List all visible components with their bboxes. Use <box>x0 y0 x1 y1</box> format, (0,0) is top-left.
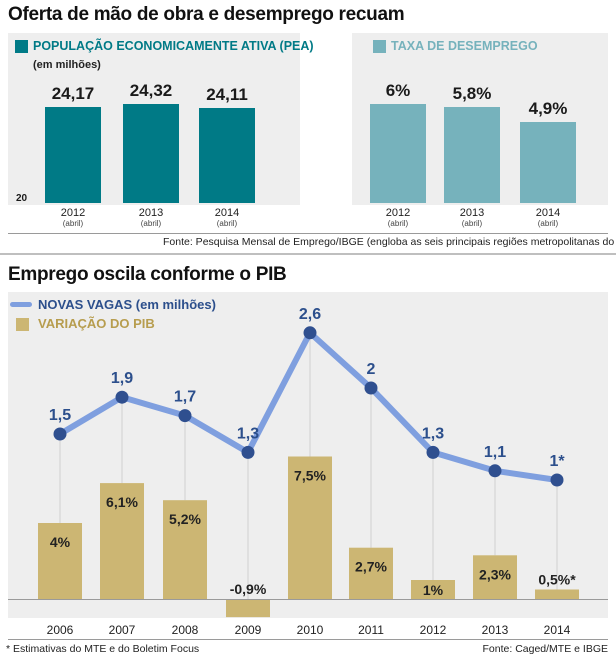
vagas-point <box>426 445 440 459</box>
taxa-bar <box>520 122 576 203</box>
vagas-point <box>488 464 502 478</box>
vagas-point <box>115 390 129 404</box>
pea-bar <box>199 108 255 203</box>
top-divider <box>8 233 608 234</box>
top-title: Oferta de mão de obra e desemprego recua… <box>8 4 405 25</box>
pib-bar <box>535 589 579 599</box>
x-axis-label: 2006 <box>47 623 74 637</box>
pea-x-label: 2012 (abril) <box>60 207 86 228</box>
taxa-legend-swatch <box>373 40 386 53</box>
vagas-value-label: 1,1 <box>484 444 506 461</box>
pib-value-label: 0,5%* <box>538 572 576 588</box>
pib-value-label: 2,7% <box>355 559 387 575</box>
pib-bar <box>100 483 144 599</box>
vagas-point <box>241 445 255 459</box>
pea-value-label: 24,17 <box>51 84 95 103</box>
pib-value-label: 7,5% <box>294 468 326 484</box>
vagas-value-label: 1,7 <box>174 389 196 406</box>
taxa-value-label: 5,8% <box>452 84 492 104</box>
top-source: Fonte: Pesquisa Mensal de Emprego/IBGE (… <box>163 236 616 248</box>
pea-bar <box>123 103 179 203</box>
vagas-legend-label: NOVAS VAGAS (em milhões) <box>38 297 216 312</box>
pea-legend-label: POPULAÇÃO ECONOMICAMENTE ATIVA (PEA) <box>33 39 314 53</box>
pib-bar <box>473 555 517 599</box>
x-axis-label: 2013 <box>482 623 509 637</box>
x-axis-label: 2012 <box>420 623 447 637</box>
vagas-legend-line <box>10 302 32 307</box>
vagas-value-label: 1,3 <box>237 425 259 442</box>
pea-value-label: 24,32 <box>129 80 173 100</box>
taxa-legend-label: TAXA DE DESEMPREGO <box>391 39 538 53</box>
pib-value-label: -0,9% <box>230 581 267 597</box>
bottom-title: Emprego oscila conforme o PIB <box>8 264 287 285</box>
pea-x-label: 2014 (abril) <box>214 207 240 228</box>
bottom-footnote: * Estimativas do MTE e do Boletim Focus <box>6 643 200 655</box>
vagas-point <box>178 409 192 423</box>
taxa-bar <box>370 104 426 203</box>
pea-axis-min-label: 20 <box>16 193 28 204</box>
x-axis-label: 2007 <box>109 623 136 637</box>
pib-value-label: 1% <box>423 582 444 598</box>
pib-legend-swatch <box>16 318 29 331</box>
pib-bar <box>38 523 82 599</box>
pib-legend-label: VARIAÇÃO DO PIB <box>38 316 155 331</box>
x-axis-label: 2014 <box>544 623 571 637</box>
vagas-value-label: 1,9 <box>111 370 133 387</box>
taxa-x-label: 2014 (abril) <box>535 207 561 228</box>
pib-bar <box>163 500 207 599</box>
vagas-point <box>303 326 317 340</box>
x-axis-label: 2010 <box>297 623 324 637</box>
vagas-value-label: 1,3 <box>422 425 444 442</box>
pib-bar <box>226 600 270 618</box>
taxa-value-label: 6% <box>385 81 411 101</box>
pib-value-label: 6,1% <box>106 494 138 510</box>
pea-bar <box>45 107 101 203</box>
pea-value-label: 24,11 <box>206 85 248 105</box>
vagas-value-label: 1,5 <box>49 407 71 424</box>
pib-value-label: 4% <box>50 534 71 550</box>
pib-bar <box>411 580 455 599</box>
pib-bar <box>288 456 332 599</box>
bottom-divider <box>8 639 608 640</box>
x-axis-label: 2009 <box>235 623 262 637</box>
x-axis-label: 2011 <box>358 623 384 637</box>
taxa-x-label: 2012 (abril) <box>385 207 411 228</box>
pea-unit-label: (em milhões) <box>33 59 101 71</box>
taxa-x-label: 2013 (abril) <box>459 207 485 228</box>
x-axis-label: 2008 <box>172 623 199 637</box>
vagas-value-label: 1* <box>549 453 565 470</box>
pib-value-label: 2,3% <box>479 566 511 582</box>
pib-bar <box>349 547 393 599</box>
vagas-value-label: 2,6 <box>299 306 321 323</box>
vagas-point <box>550 473 564 487</box>
section-divider <box>0 253 616 255</box>
taxa-value-label: 4,9% <box>528 99 568 119</box>
bottom-source: Fonte: Caged/MTE e IBGE <box>482 643 608 655</box>
vagas-value-label: 2 <box>367 361 376 378</box>
pea-x-label: 2013 (abril) <box>138 207 164 228</box>
vagas-point <box>364 381 378 395</box>
pib-value-label: 5,2% <box>169 511 201 527</box>
pea-legend-swatch <box>15 40 28 53</box>
vagas-point <box>53 427 67 441</box>
taxa-bar <box>444 107 500 203</box>
